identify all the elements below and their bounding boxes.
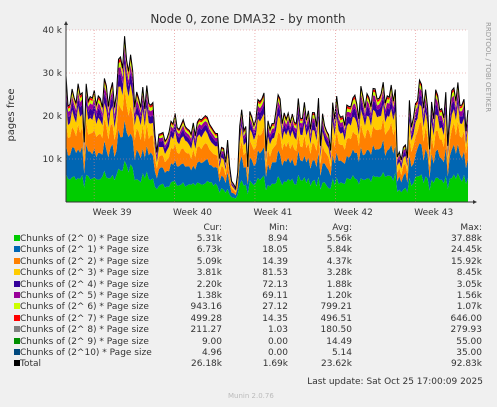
y-axis-arrow bbox=[64, 21, 68, 25]
y-axis-label: pages free bbox=[6, 88, 17, 141]
y-tick-label-0: 10 k bbox=[42, 155, 62, 165]
munin-footer: Munin 2.0.76 bbox=[228, 392, 274, 400]
x-tick-label-0: Week 39 bbox=[93, 208, 132, 218]
chart-title: Node 0, zone DMA32 - by month bbox=[150, 12, 345, 26]
rrdtool-credit: RRDTOOL / TOBI OETIKER bbox=[484, 22, 492, 112]
series-area-1 bbox=[66, 120, 468, 199]
y-tick-label-1: 20 k bbox=[42, 112, 62, 122]
series-area-0 bbox=[66, 160, 468, 202]
x-tick-label-1: Week 40 bbox=[173, 208, 212, 218]
x-tick-label-4: Week 43 bbox=[414, 208, 453, 218]
y-tick-label-3: 40 k bbox=[42, 26, 62, 36]
x-tick-label-2: Week 41 bbox=[253, 208, 292, 218]
series-area-2 bbox=[66, 88, 468, 196]
x-tick-label-3: Week 42 bbox=[334, 208, 373, 218]
series-area-3 bbox=[66, 63, 468, 193]
y-tick-label-2: 30 k bbox=[42, 69, 62, 79]
total-line bbox=[65, 36, 469, 190]
x-axis-arrow bbox=[473, 200, 477, 204]
